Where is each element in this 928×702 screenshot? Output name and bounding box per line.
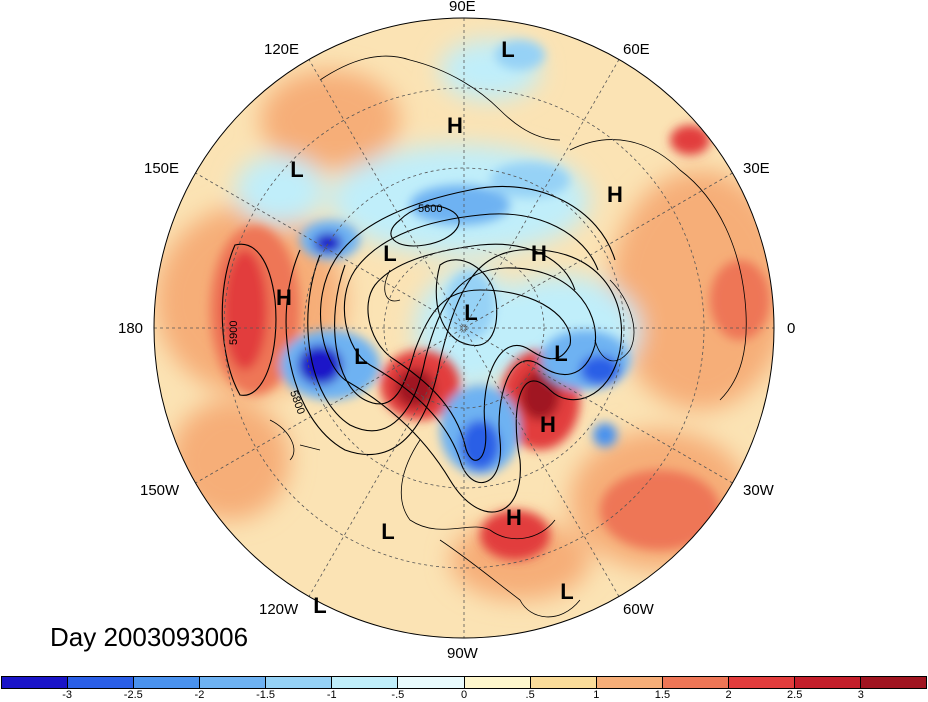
pressure-low: L (354, 344, 367, 369)
colorbar-segment (794, 677, 862, 688)
lon-label-120w: 120W (259, 601, 299, 618)
polar-map: 5600 5800 5900 L H L (153, 17, 775, 639)
pressure-low: L (381, 519, 394, 544)
pressure-low: L (560, 579, 573, 604)
date-title: Day 2003093006 (50, 622, 249, 652)
colorbar-segment (728, 677, 795, 688)
lon-label-60w: 60W (623, 601, 654, 618)
colorbar-tick-label: 1 (593, 689, 600, 701)
colorbar-segment (464, 677, 531, 688)
colorbar-tick-label: 0 (460, 689, 468, 701)
colorbar-segment (134, 677, 201, 688)
colorbar-tick-label: -2.5 (123, 689, 143, 701)
contour-label-5600: 5600 (418, 203, 442, 215)
pressure-low: L (313, 593, 326, 618)
colorbar-tick-label: .5 (525, 689, 535, 701)
colorbar-tick-label: -2 (194, 689, 205, 701)
colorbar-segment (68, 677, 135, 688)
lon-label-120e: 120E (264, 41, 300, 58)
lon-label-150w: 150W (140, 482, 180, 499)
colorbar-segment (266, 677, 333, 688)
lon-label-180: 180 (118, 320, 144, 337)
pressure-high: H (540, 412, 556, 437)
lon-label-60e: 60E (623, 41, 650, 58)
colorbar (1, 676, 927, 689)
colorbar-segment (596, 677, 663, 688)
graticule (154, 18, 774, 638)
coastlines (269, 55, 747, 618)
colorbar-segment (332, 677, 399, 688)
contour-label-5900: 5900 (228, 321, 240, 345)
colorbar-segment (662, 677, 729, 688)
colorbar-segment (861, 677, 927, 688)
pressure-low: L (554, 341, 567, 366)
pressure-low: L (464, 300, 477, 325)
colorbar-tick-label: -1 (326, 689, 337, 701)
pressure-low: L (290, 157, 303, 182)
pressure-low: L (383, 241, 396, 266)
colorbar-tick-label: 2.5 (787, 689, 803, 701)
pressure-high: H (607, 182, 623, 207)
lon-label-90e: 90E (449, 0, 476, 15)
lon-label-30e: 30E (743, 160, 770, 177)
pressure-high: H (531, 241, 547, 266)
colorbar-segment (398, 677, 465, 688)
colorbar-tick-label: 3 (857, 689, 864, 701)
colorbar-segment (2, 677, 69, 688)
colorbar-segment (530, 677, 597, 688)
pressure-high: H (506, 505, 522, 530)
colorbar-tick-label: -.5 (391, 689, 405, 701)
colorbar-tick-label: 2 (725, 689, 732, 701)
pressure-high: H (447, 113, 463, 138)
anomaly-field: 5600 5800 5900 (154, 18, 774, 638)
pressure-low: L (501, 37, 514, 62)
colorbar-tick-label: -1.5 (256, 689, 276, 701)
colorbar-tick-label: 1.5 (654, 689, 671, 701)
lon-label-0: 0 (787, 320, 796, 337)
colorbar-segment (200, 677, 267, 688)
map-border (153, 17, 775, 639)
pressure-high: H (276, 285, 292, 310)
lon-label-30w: 30W (743, 482, 774, 499)
lon-label-150e: 150E (144, 160, 180, 177)
lon-label-90w: 90W (447, 645, 478, 662)
height-contours (221, 185, 622, 513)
colorbar-tick-label: -3 (62, 689, 73, 701)
